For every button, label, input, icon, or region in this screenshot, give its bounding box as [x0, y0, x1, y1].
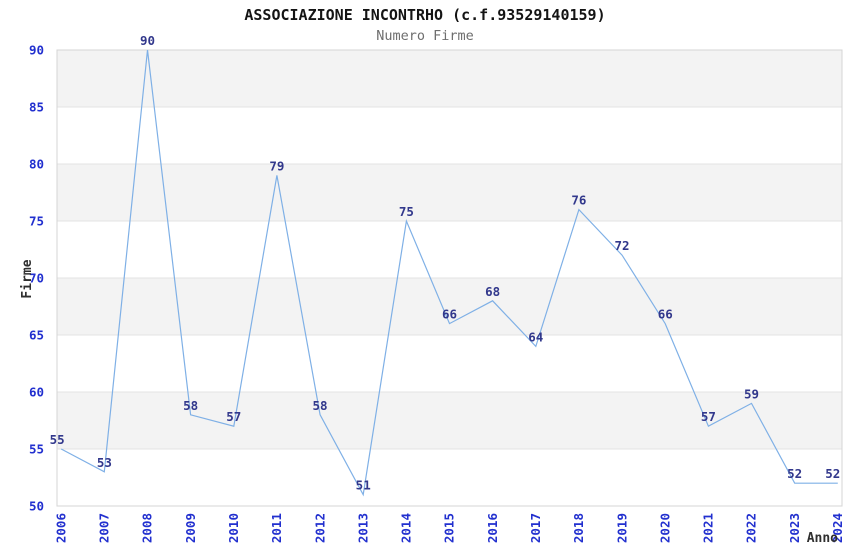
data-point-label: 58 — [183, 398, 198, 413]
plot-border — [56, 49, 843, 507]
y-tick-label: 60 — [29, 385, 44, 400]
x-tick-label: 2010 — [226, 513, 241, 543]
y-tick-label: 65 — [29, 328, 44, 343]
y-tick-label: 55 — [29, 442, 44, 457]
data-point-label: 76 — [571, 193, 586, 208]
x-tick-label: 2014 — [399, 513, 414, 543]
grid-band — [57, 164, 842, 221]
y-axis-title: Firme — [20, 259, 35, 298]
chart-subtitle: Numero Firme — [376, 28, 474, 44]
grid-band — [57, 278, 842, 335]
y-tick-label: 80 — [29, 157, 44, 172]
x-tick-label: 2013 — [355, 513, 370, 543]
x-tick-label: 2018 — [571, 513, 586, 543]
data-point-label: 64 — [528, 329, 543, 344]
x-tick-label: 2021 — [701, 513, 716, 543]
data-point-label: 51 — [356, 478, 371, 493]
x-tick-label: 2016 — [485, 513, 500, 543]
data-point-label: 59 — [744, 386, 759, 401]
data-point-label: 57 — [226, 409, 241, 424]
x-tick-label: 2006 — [53, 513, 68, 543]
x-tick-label: 2011 — [269, 513, 284, 543]
data-point-label: 68 — [485, 284, 500, 299]
x-tick-label: 2020 — [657, 513, 672, 543]
data-point-label: 66 — [658, 307, 673, 322]
data-point-label: 72 — [615, 238, 630, 253]
data-point-label: 55 — [50, 432, 65, 447]
data-point-label: 57 — [701, 409, 716, 424]
y-tick-label: 90 — [29, 43, 44, 58]
y-tick-label: 50 — [29, 499, 44, 514]
data-point-label: 53 — [97, 455, 112, 470]
grid-band — [57, 392, 842, 449]
y-tick-label: 75 — [29, 214, 44, 229]
x-tick-label: 2022 — [744, 513, 759, 543]
x-tick-label: 2007 — [97, 513, 112, 543]
chart-title: ASSOCIAZIONE INCONTRHO (c.f.93529140159) — [244, 6, 606, 24]
data-point-label: 58 — [313, 398, 328, 413]
x-tick-label: 2024 — [830, 513, 845, 543]
x-tick-label: 2012 — [312, 513, 327, 543]
x-tick-label: 2015 — [442, 513, 457, 543]
data-point-label: 90 — [140, 33, 155, 48]
x-tick-label: 2017 — [528, 513, 543, 543]
x-tick-label: 2008 — [140, 513, 155, 543]
x-tick-label: 2009 — [183, 513, 198, 543]
data-line — [60, 49, 838, 497]
x-tick-label: 2019 — [614, 513, 629, 543]
data-point-label: 52 — [825, 466, 840, 481]
x-axis-title: Anno — [807, 531, 838, 546]
data-point-label: 79 — [269, 158, 284, 173]
y-tick-label: 70 — [29, 271, 44, 286]
data-point-label: 75 — [399, 204, 414, 219]
data-point-label: 66 — [442, 307, 457, 322]
y-tick-label: 85 — [29, 100, 44, 115]
x-tick-label: 2023 — [787, 513, 802, 543]
grid-band — [57, 50, 842, 107]
data-point-label: 52 — [787, 466, 802, 481]
